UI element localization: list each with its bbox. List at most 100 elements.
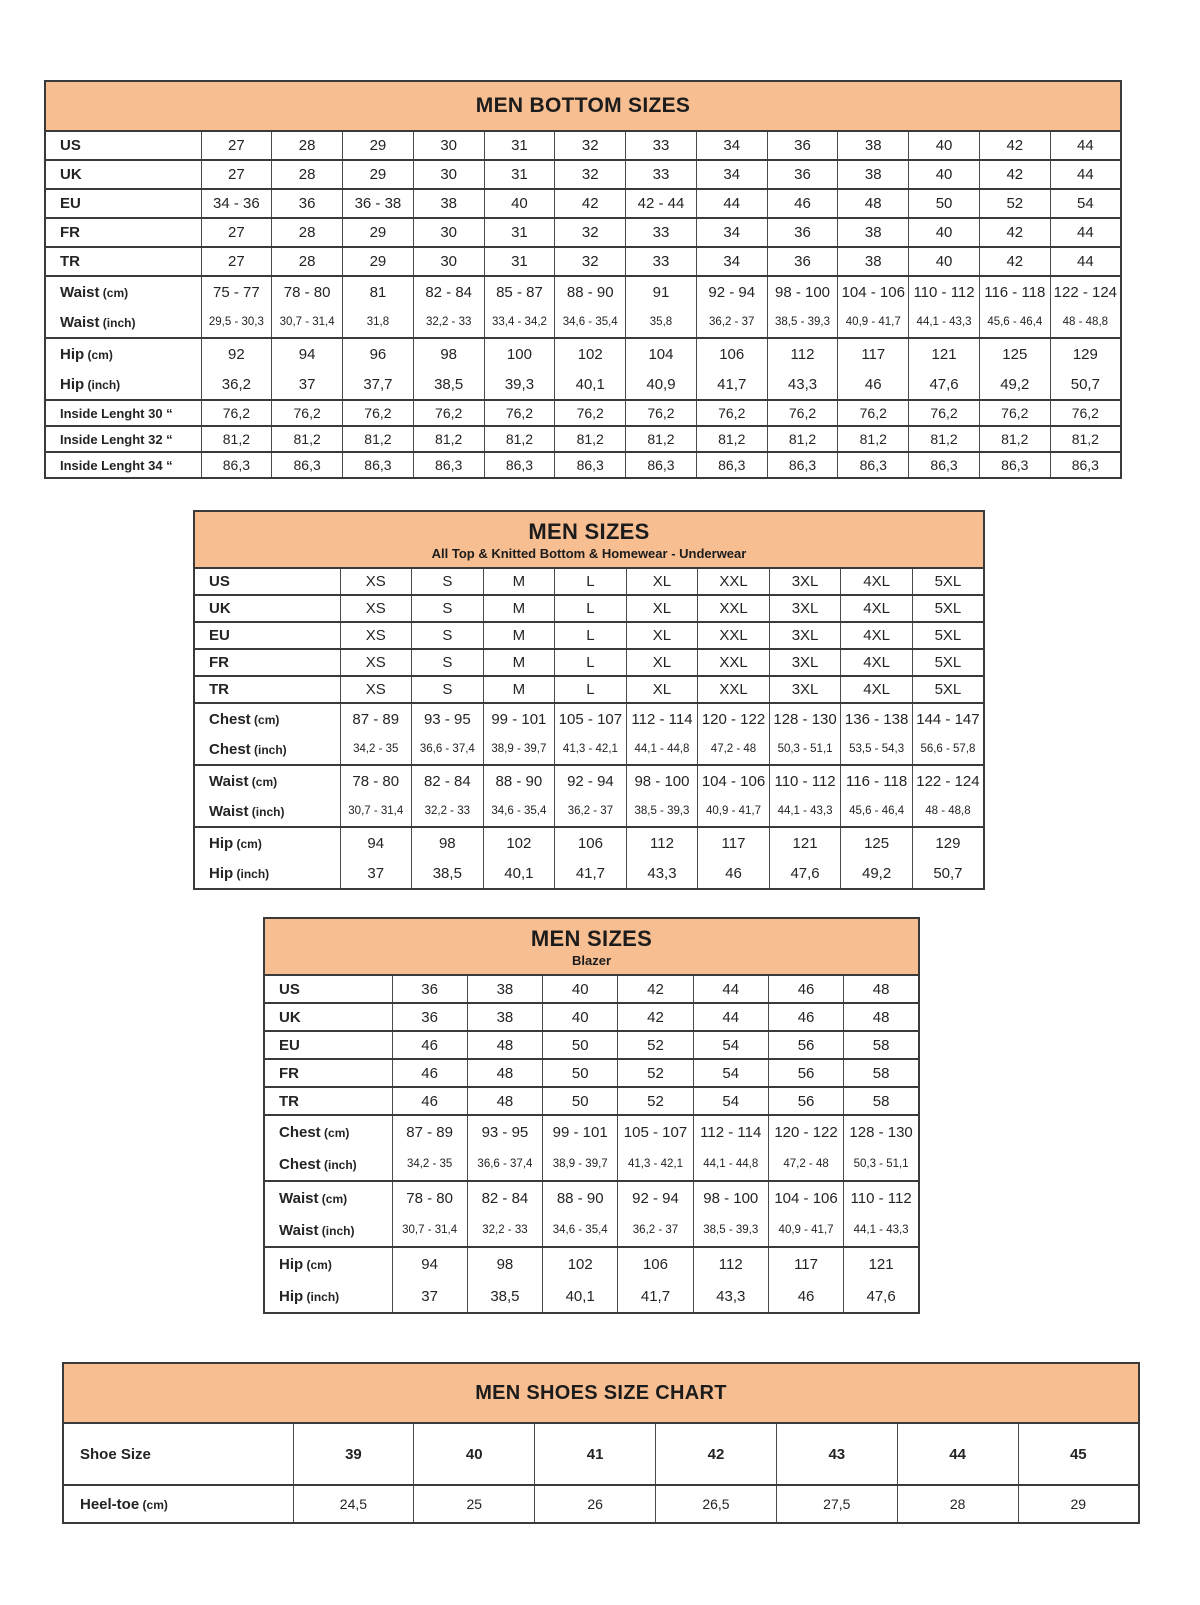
row-label-text: Hip	[209, 834, 234, 852]
cell: 4XL	[840, 567, 913, 595]
cell: 98	[412, 337, 485, 369]
row-label: Chest (inch)	[193, 734, 341, 765]
cell: 94	[339, 826, 413, 858]
cell: 56	[767, 1058, 845, 1087]
cell: 86,3	[766, 451, 839, 478]
cell: 102	[554, 337, 627, 369]
cell: 50,3 - 51,1	[768, 734, 842, 765]
cell: 27	[200, 130, 273, 160]
row-label: Inside Lenght 32 “	[44, 425, 202, 452]
cell: 46	[697, 858, 770, 889]
cell: 128 - 130	[768, 702, 842, 734]
cell: 81,2	[978, 425, 1051, 452]
cell: 45	[1017, 1422, 1140, 1485]
cell: 30	[412, 246, 485, 276]
table-row: Hip (cm) 94 98 102 106 112 117 121	[263, 1246, 920, 1280]
cell: 38,5 - 39,3	[625, 796, 699, 827]
row-label-text: US	[60, 137, 81, 154]
table-title: MEN SIZES	[530, 925, 653, 951]
cell: 36,2	[200, 369, 273, 400]
cell: 36,2 - 37	[554, 796, 627, 827]
cell: 86,3	[342, 451, 414, 478]
cell: 92 - 94	[695, 275, 768, 307]
cell: 26	[534, 1484, 657, 1523]
cell: 76,2	[412, 399, 485, 426]
table-row: Hip (inch) 36,2 37 37,7 38,5 39,3 40,1 40,9 41,7…	[44, 369, 1122, 400]
cell: 50	[542, 1058, 619, 1087]
row-label: Chest (cm)	[193, 702, 341, 734]
cell: 120 - 122	[767, 1114, 845, 1148]
table-row: EU XS S M L XL XXL 3XL 4XL 5XL	[193, 621, 985, 649]
cell: 29	[342, 130, 414, 160]
cell: 39	[292, 1422, 415, 1485]
cell: 26,5	[655, 1484, 777, 1523]
table-row: TR 27 28 29 30 31 32 33 34 36 38 40 42 44	[44, 246, 1122, 276]
cell: 86,3	[483, 451, 556, 478]
cell: 82 - 84	[466, 1180, 544, 1214]
cell: 44,1 - 43,3	[908, 307, 980, 338]
cell: 36,2 - 37	[695, 307, 768, 338]
cell: 27	[200, 246, 273, 276]
cell: 43,3	[692, 1280, 769, 1313]
table-row: TR XS S M L XL XXL 3XL 4XL 5XL	[193, 675, 985, 703]
cell: 36,2 - 37	[617, 1214, 694, 1247]
cell: 5XL	[911, 594, 985, 622]
cell: 48	[843, 974, 920, 1003]
table-row: UK XS S M L XL XXL 3XL 4XL 5XL	[193, 594, 985, 622]
bottoms-grid: US 27 28 29 30 31 32 33 34 36 38 40 42 44 UK 27 28 29 30 31…	[44, 130, 1122, 479]
cell: 96	[342, 337, 414, 369]
cell: 32	[554, 130, 627, 160]
cell: 52	[978, 188, 1051, 218]
cell: 47,6	[908, 369, 980, 400]
cell: 38,5	[411, 858, 484, 889]
cell: 37	[339, 858, 413, 889]
row-label: Waist (inch)	[263, 1214, 393, 1247]
cell: 41,7	[554, 858, 627, 889]
cell: 76,2	[766, 399, 839, 426]
cell: 29,5 - 30,3	[200, 307, 273, 338]
cell: 32,2 - 33	[411, 796, 484, 827]
men-sizes-tops-table: MEN SIZES All Top & Knitted Bottom & Hom…	[193, 510, 985, 890]
cell: S	[411, 621, 484, 649]
cell: 85 - 87	[483, 275, 556, 307]
cell: 54	[1049, 188, 1122, 218]
cell: 36	[766, 217, 839, 247]
cell: XS	[339, 621, 413, 649]
cell: 33	[625, 246, 697, 276]
cell: 49,2	[978, 369, 1051, 400]
row-label-text: Chest	[209, 710, 251, 728]
row-label-text: Waist	[279, 1221, 319, 1239]
cell: 34 - 36	[200, 188, 273, 218]
row-label-text: TR	[209, 681, 229, 698]
cell: 48	[466, 1030, 544, 1059]
cell: 31,8	[342, 307, 414, 338]
cell: 45,6 - 46,4	[840, 796, 913, 827]
table-row: Chest (inch) 34,2 - 35 36,6 - 37,4 38,9 - 3…	[263, 1148, 920, 1181]
table-row: Waist (inch) 30,7 - 31,4 32,2 - 33 34,6 - 3…	[193, 796, 985, 827]
row-label-text: Hip	[279, 1287, 304, 1305]
cell: 86,3	[837, 451, 910, 478]
row-label-text: Waist	[279, 1189, 319, 1207]
cell: 52	[617, 1086, 694, 1115]
cell: 38,5	[412, 369, 485, 400]
cell: 46	[391, 1058, 468, 1087]
row-label: Shoe Size	[62, 1422, 294, 1485]
row-label-text: EU	[60, 195, 81, 212]
cell: 104	[625, 337, 697, 369]
men-bottom-sizes-table: MEN BOTTOM SIZES US 27 28 29 30 31 32 33 34 36 38 4…	[44, 80, 1122, 479]
cell: 40	[413, 1422, 536, 1485]
tops-grid: US XS S M L XL XXL 3XL 4XL 5XL UK XS S M L XL XXL 3XL 4XL 5…	[193, 567, 985, 890]
cell: 46	[767, 1280, 845, 1313]
cell: XS	[339, 675, 413, 703]
cell: XL	[625, 675, 699, 703]
cell: 38	[837, 130, 910, 160]
row-label: US	[193, 567, 341, 595]
cell: XXL	[697, 594, 770, 622]
cell: 36,6 - 37,4	[411, 734, 484, 765]
cell: 76,2	[1049, 399, 1122, 426]
row-label-text: Waist	[60, 283, 100, 301]
cell: 56	[767, 1086, 845, 1115]
row-label: EU	[44, 188, 202, 218]
cell: 76,2	[483, 399, 556, 426]
cell: 31	[483, 159, 556, 189]
